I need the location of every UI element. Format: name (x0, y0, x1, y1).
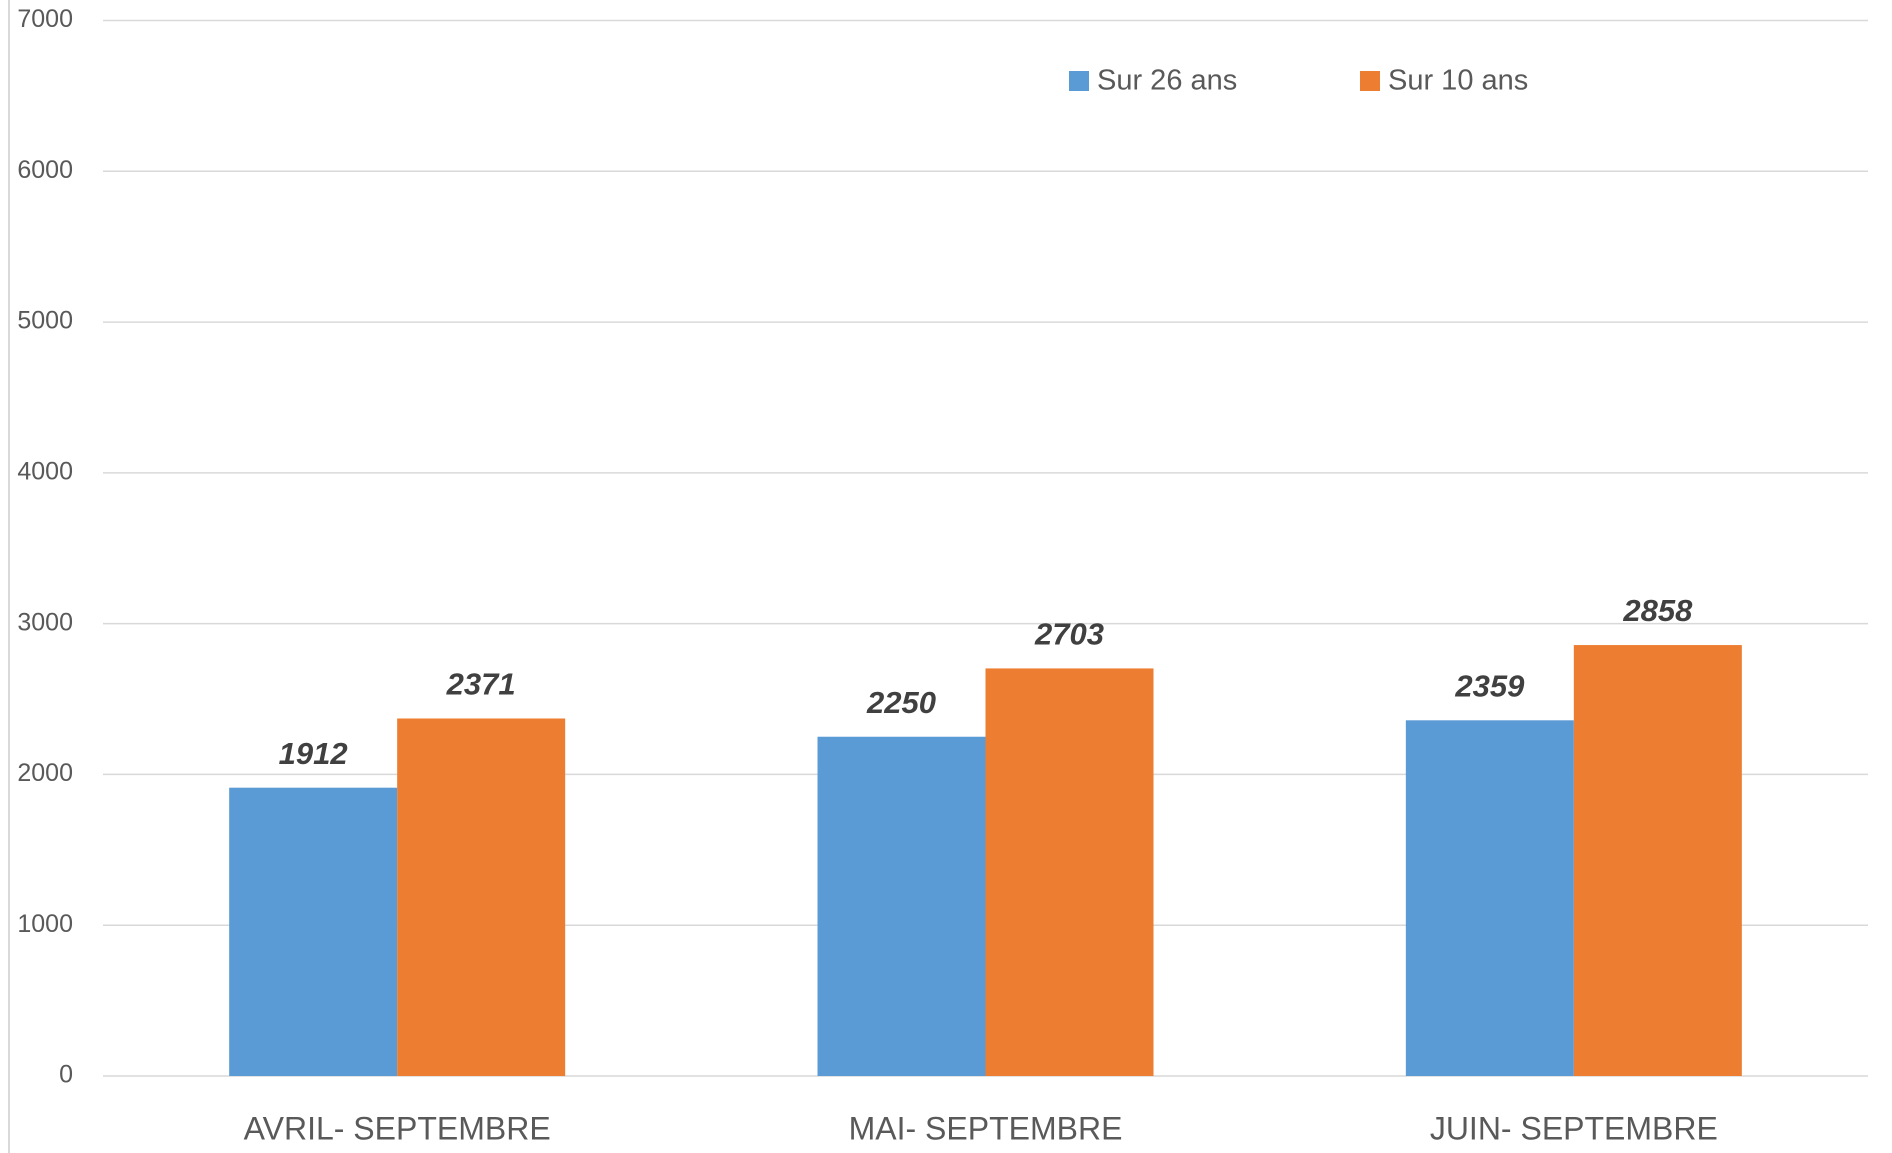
x-tick-label: MAI- SEPTEMBRE (849, 1110, 1123, 1146)
y-tick-label: 5000 (17, 307, 73, 335)
legend-label: Sur 26 ans (1097, 65, 1237, 97)
bar (1573, 645, 1742, 1076)
y-tick-label: 3000 (17, 608, 73, 636)
legend-swatch (1069, 71, 1089, 91)
data-label: 2250 (866, 685, 936, 720)
data-label: 2359 (1454, 668, 1525, 703)
bar (229, 787, 398, 1076)
bar (397, 718, 566, 1076)
y-tick-label: 4000 (17, 457, 73, 485)
y-tick-label: 2000 (17, 759, 73, 787)
y-tick-label: 6000 (17, 156, 73, 184)
bar (817, 736, 986, 1076)
legend-swatch (1360, 71, 1380, 91)
y-tick-label: 7000 (17, 5, 73, 33)
y-tick-label: 0 (59, 1061, 73, 1089)
data-label: 2703 (1034, 617, 1104, 652)
bar (1405, 720, 1574, 1076)
x-tick-label: JUIN- SEPTEMBRE (1430, 1110, 1718, 1146)
bar (985, 668, 1154, 1076)
x-tick-label: AVRIL- SEPTEMBRE (244, 1110, 551, 1146)
data-label: 2371 (446, 667, 516, 702)
y-tick-label: 1000 (17, 910, 73, 938)
data-label: 2858 (1622, 593, 1693, 628)
data-label: 1912 (279, 736, 348, 771)
legend-label: Sur 10 ans (1388, 65, 1528, 97)
